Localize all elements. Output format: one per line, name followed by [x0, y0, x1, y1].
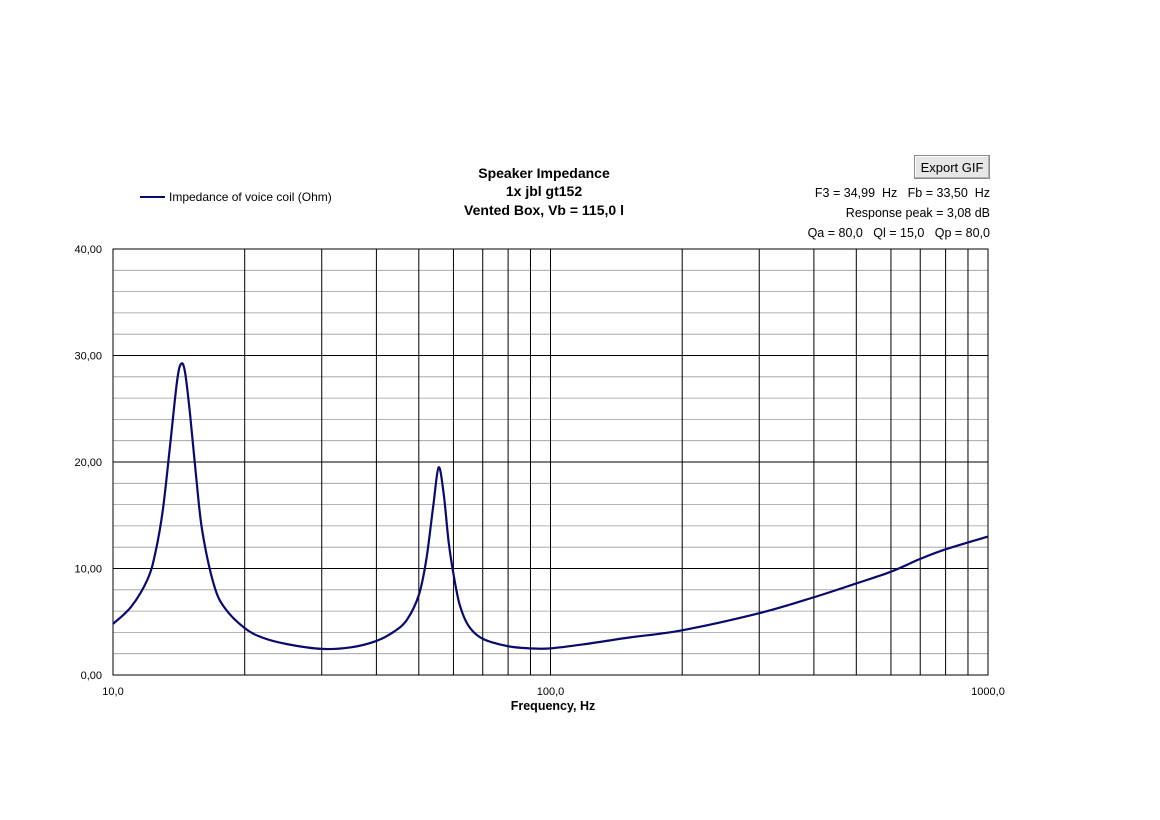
major-gridlines [113, 249, 988, 675]
x-tick-label: 1000,0 [971, 686, 1005, 698]
legend: Impedance of voice coil (Ohm) [140, 190, 332, 204]
y-tick-label: 30,00 [74, 351, 102, 363]
chart-subtitle-box: Vented Box, Vb = 115,0 l [464, 202, 624, 218]
x-axis-label: Frequency, Hz [511, 699, 596, 713]
chart-title: Speaker Impedance [478, 165, 610, 181]
y-tick-label: 40,00 [74, 244, 102, 256]
x-axis-tick-labels: 10,0 100,0 1000,0 [102, 686, 1005, 698]
x-tick-label: 100,0 [537, 686, 565, 698]
legend-swatch [140, 196, 165, 198]
impedance-series-line [112, 362, 989, 651]
y-tick-label: 20,00 [74, 457, 102, 469]
f3-fb-readout: F3 = 34,99 Hz Fb = 33,50 Hz [814, 186, 990, 200]
legend-label: Impedance of voice coil (Ohm) [169, 190, 332, 204]
chart-subtitle-driver: 1x jbl gt152 [505, 183, 583, 199]
response-peak-readout: Response peak = 3,08 dB [845, 206, 990, 220]
y-tick-label: 10,00 [74, 564, 102, 576]
q-values-readout: Qa = 80,0 Ql = 15,0 Qp = 80,0 [807, 226, 990, 240]
y-axis-tick-labels: 0,00 10,00 20,00 30,00 40,00 [74, 244, 102, 682]
x-tick-label: 10,0 [102, 686, 123, 698]
export-gif-button[interactable]: Export GIF [914, 155, 990, 179]
plot-frame [112, 248, 989, 676]
y-tick-label: 0,00 [81, 670, 102, 682]
